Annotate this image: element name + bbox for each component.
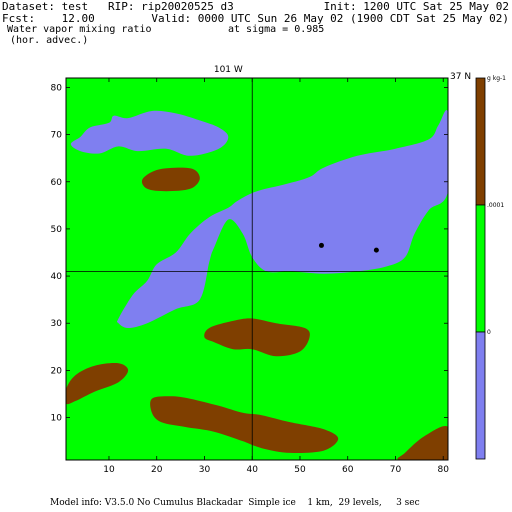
- x-tick-label-40: 40: [246, 465, 258, 475]
- x-tick-label-50: 50: [294, 465, 306, 475]
- region-brown-center: [204, 318, 310, 357]
- model-info-footer: Model info: V3.5.0 No Cumulus Blackadar …: [50, 498, 420, 508]
- x-tick-label-80: 80: [437, 465, 449, 475]
- station-marker-2: [373, 247, 379, 253]
- colorbar-unit: g kg-1: [487, 75, 506, 82]
- plot-frame: [65, 77, 449, 461]
- region-brown-south: [150, 396, 339, 454]
- region-brown-nw: [141, 167, 200, 192]
- y-tick-label-70: 70: [51, 131, 63, 141]
- y-tick-label-20: 20: [51, 366, 63, 376]
- x-tick-label-20: 20: [151, 465, 163, 475]
- region-blue-main: [117, 109, 448, 328]
- x-tick-label-30: 30: [199, 465, 211, 475]
- y-tick-label-10: 10: [51, 414, 63, 424]
- colorbar: g kg-1 .0001 0: [475, 75, 506, 460]
- valid-time-label: Valid: 0000 UTC Sun 26 May 02 (1900 CDT …: [151, 12, 509, 25]
- horizontal-line-label: 37 N: [450, 72, 471, 82]
- sigma-level-label: at sigma = 0.985: [228, 24, 325, 35]
- colorbar-high: [475, 77, 486, 206]
- colorbar-level-upper: .0001: [487, 202, 504, 209]
- y-tick-label-80: 80: [51, 83, 63, 93]
- x-tick-label-60: 60: [342, 465, 354, 475]
- region-brown-se: [397, 426, 448, 460]
- y-tick-label-50: 50: [51, 225, 63, 235]
- field-name-label: Water vapor mixing ratio: [7, 24, 152, 35]
- x-tick-label-10: 10: [103, 465, 115, 475]
- y-tick-label-60: 60: [51, 178, 63, 188]
- colorbar-mid: [475, 204, 486, 333]
- forecast-hour-label: Fcst: 12.00: [2, 12, 95, 25]
- colorbar-level-lower: 0: [487, 329, 491, 336]
- region-blue-nw: [70, 110, 229, 156]
- contour-fill-layer: [66, 78, 448, 460]
- colorbar-low: [475, 331, 486, 460]
- y-axis: 10 20 30 40 50 60 70 80: [51, 83, 448, 424]
- x-axis: 10 20 30 40 50 60 70 80: [103, 78, 449, 475]
- init-time-label: Init: 1200 UTC Sat 25 May 02: [323, 0, 509, 13]
- advection-label: (hor. advec.): [10, 35, 89, 46]
- marker-layer: [318, 242, 379, 253]
- cross-section-lines: [66, 78, 448, 460]
- station-marker-1: [318, 242, 324, 248]
- region-brown-w: [66, 363, 129, 405]
- dataset-label: Dataset: test RIP: rip20020525 d3: [2, 0, 234, 13]
- x-tick-label-70: 70: [390, 465, 402, 475]
- y-tick-label-40: 40: [51, 272, 63, 282]
- vertical-line-label: 101 W: [214, 65, 243, 75]
- y-tick-label-30: 30: [51, 319, 63, 329]
